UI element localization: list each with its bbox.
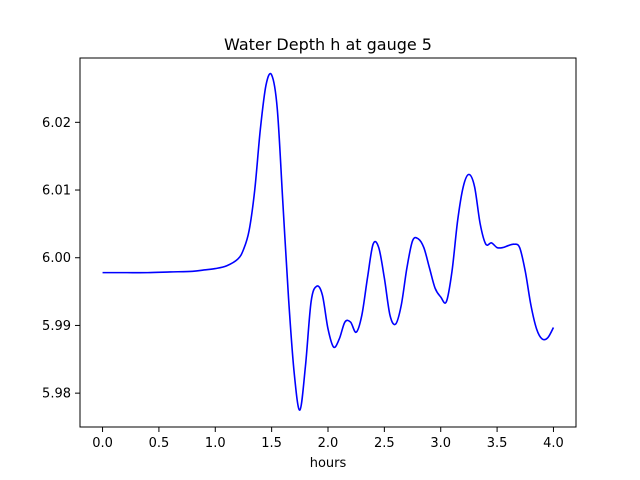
x-tick-label: 0.0 [92, 436, 113, 451]
x-tick-label: 2.5 [374, 436, 395, 451]
x-axis-label: hours [310, 456, 347, 471]
y-tick-label: 5.99 [42, 319, 71, 334]
y-tick-label: 6.00 [42, 251, 71, 266]
x-tick-label: 3.5 [487, 436, 508, 451]
y-axis: 5.98 5.99 6.00 6.01 6.02 [42, 116, 80, 402]
x-tick-label: 3.0 [430, 436, 451, 451]
series-line [102, 72, 555, 411]
x-tick-label: 0.5 [149, 436, 170, 451]
y-tick-label: 6.02 [42, 116, 71, 131]
y-tick-label: 6.01 [42, 184, 71, 199]
y-tick-label: 5.98 [42, 387, 71, 402]
x-tick-label: 4.0 [543, 436, 564, 451]
x-tick-label: 1.5 [261, 436, 282, 451]
x-tick-label: 2.0 [318, 436, 339, 451]
plot-frame [79, 57, 577, 428]
chart-title: Water Depth h at gauge 5 [224, 35, 432, 54]
x-tick-label: 1.0 [205, 436, 226, 451]
plot-series [102, 72, 555, 411]
x-axis: 0.0 0.5 1.0 1.5 2.0 2.5 3.0 3.5 4.0 [92, 427, 564, 451]
